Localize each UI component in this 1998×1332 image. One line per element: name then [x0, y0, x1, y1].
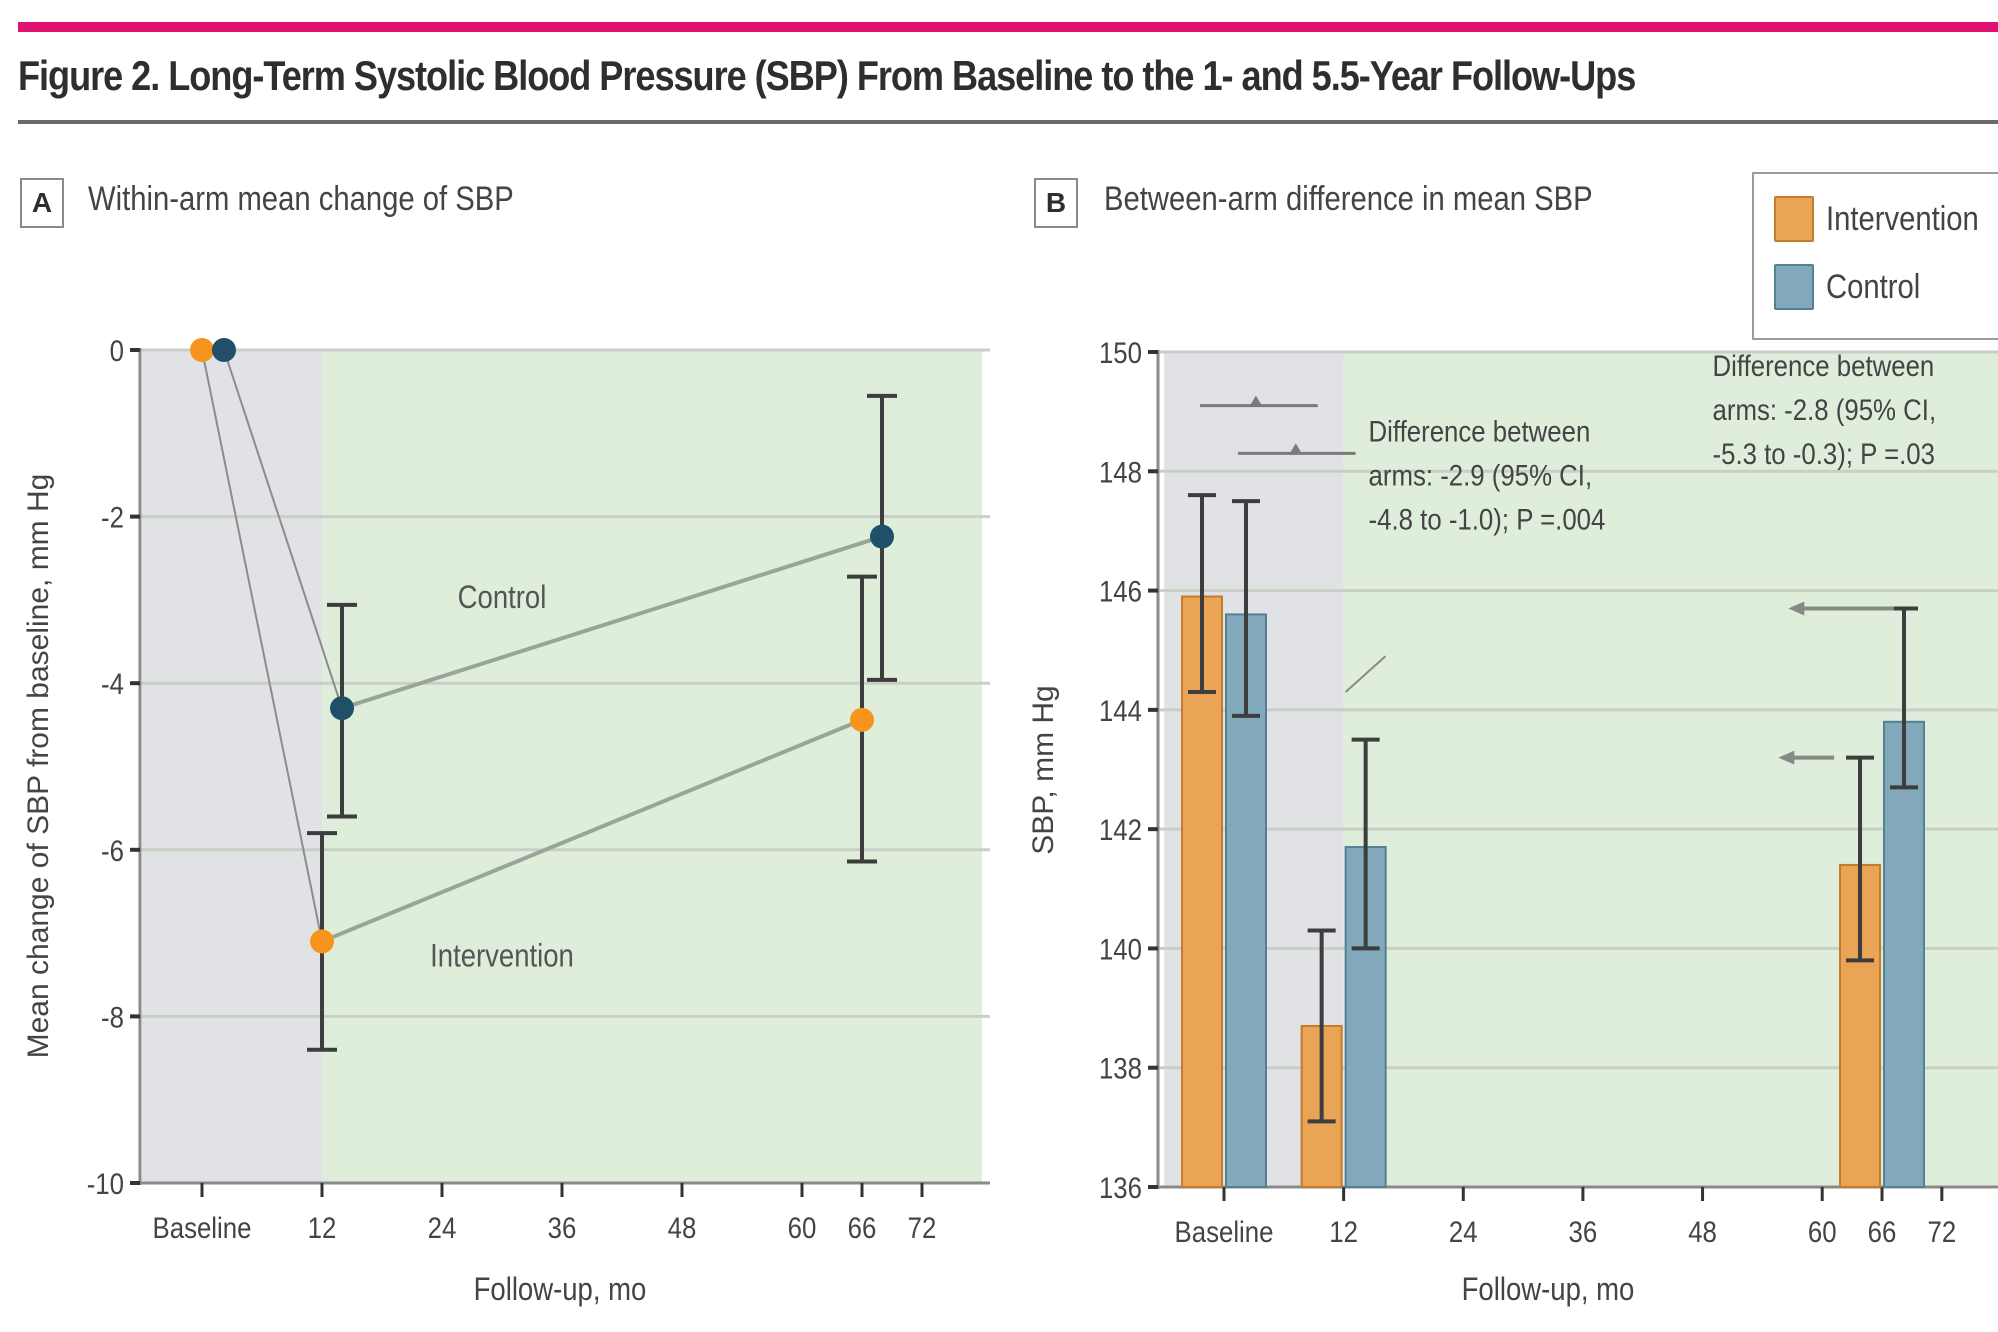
- intervention-series-label: Intervention: [430, 939, 574, 974]
- panel-a-plot: 0 -2 -4 -6 -8 -10 Baseline 12 24 36 48 60 66 72 Follow…: [22, 334, 990, 1308]
- intervention-series-line: [201, 349, 323, 942]
- x-tick-label: 24: [1449, 1215, 1478, 1248]
- x-tick-label: 12: [1329, 1215, 1358, 1248]
- difference-annotation-line: arms: -2.8 (95% CI,: [1713, 393, 1937, 426]
- difference-annotation-line: arms: -2.9 (95% CI,: [1369, 459, 1593, 492]
- intervention-data-point: [310, 929, 334, 954]
- legend-label-control: Control: [1826, 267, 1921, 306]
- y-tick-label: 144: [1099, 694, 1142, 727]
- intervention-data-point: [850, 707, 874, 732]
- intervention-series-line: [321, 718, 863, 944]
- legend-label-intervention: Intervention: [1826, 199, 1979, 238]
- x-axis-title: Follow-up, mo: [1462, 1272, 1635, 1307]
- difference-annotation-line: -5.3 to -0.3); P =.03: [1713, 437, 1935, 470]
- annotation-arrow-head: [1788, 601, 1805, 616]
- panel-b-title: Between-arm difference in mean SBP: [1104, 180, 1593, 218]
- control-series-line: [341, 534, 883, 711]
- follow-up-period-shade: [322, 350, 982, 1183]
- y-tick-label: -8: [101, 1001, 124, 1034]
- x-tick-label: 48: [668, 1211, 697, 1244]
- y-tick-label: -6: [101, 834, 124, 867]
- control-data-point: [212, 338, 236, 362]
- x-tick-label: 66: [848, 1211, 877, 1244]
- x-tick-label: 60: [1808, 1215, 1837, 1248]
- x-axis-title: Follow-up, mo: [474, 1272, 647, 1307]
- panel-a-letter: A: [20, 178, 64, 228]
- x-tick-label: Baseline: [153, 1211, 252, 1244]
- x-tick-label: Baseline: [1175, 1215, 1274, 1248]
- y-tick-label: -10: [87, 1167, 124, 1200]
- y-tick-label: 142: [1099, 813, 1142, 846]
- baseline-period-shade: [142, 350, 322, 1183]
- annotation-arrow-head: [1778, 750, 1795, 765]
- x-tick-label: 36: [1569, 1215, 1598, 1248]
- y-axis-title: Mean change of SBP from baseline, mm Hg: [22, 474, 55, 1059]
- panel-b-letter: B: [1034, 178, 1078, 228]
- y-tick-label: 146: [1099, 575, 1142, 608]
- y-tick-label: 0: [110, 334, 124, 367]
- legend-swatch-control: [1774, 264, 1814, 310]
- x-tick-label: 60: [788, 1211, 817, 1244]
- x-tick-label: 24: [428, 1211, 457, 1244]
- comparison-bracket-marker: [1249, 395, 1262, 406]
- legend-item-control: Control: [1774, 264, 1936, 310]
- legend: Intervention Control: [1752, 172, 1998, 340]
- difference-annotation-line: Difference between: [1369, 415, 1591, 448]
- figure-title: Figure 2. Long-Term Systolic Blood Press…: [18, 52, 1636, 99]
- comparison-bracket-marker: [1289, 443, 1302, 454]
- y-tick-label: 150: [1099, 336, 1142, 369]
- difference-annotation-line: Difference between: [1713, 349, 1935, 382]
- control-data-point: [870, 524, 894, 549]
- panel-b-plot: 136 138 140 142 144 146 148 150 Baseline 12 24 36 48…: [1027, 336, 1998, 1308]
- x-tick-label: 48: [1688, 1215, 1717, 1248]
- intervention-data-point: [190, 338, 214, 362]
- control-series-label: Control: [458, 580, 547, 615]
- control-series-line: [223, 349, 343, 709]
- x-tick-label: 36: [548, 1211, 577, 1244]
- title-divider: [18, 120, 1998, 124]
- x-tick-label: 12: [308, 1211, 337, 1244]
- control-data-point: [330, 696, 354, 721]
- y-tick-label: 140: [1099, 933, 1142, 966]
- y-tick-label: -2: [101, 501, 124, 534]
- difference-annotation-line: -4.8 to -1.0); P =.004: [1369, 503, 1606, 536]
- control-bar: [1883, 720, 1926, 1188]
- y-tick-label: 138: [1099, 1052, 1142, 1085]
- x-tick-label: 72: [908, 1211, 937, 1244]
- x-tick-label: 72: [1927, 1215, 1956, 1248]
- intervention-bar: [1181, 595, 1223, 1188]
- annotation-leader-line: [1344, 655, 1387, 693]
- legend-item-intervention: Intervention: [1774, 196, 1998, 242]
- y-tick-label: 136: [1099, 1171, 1142, 1204]
- y-tick-label: -4: [101, 667, 124, 700]
- legend-swatch-intervention: [1774, 196, 1814, 242]
- x-tick-label: 66: [1868, 1215, 1897, 1248]
- y-axis-title: SBP, mm Hg: [1027, 685, 1060, 855]
- panel-a-title: Within-arm mean change of SBP: [88, 180, 514, 218]
- top-accent-rule: [18, 22, 1998, 32]
- y-tick-label: 148: [1099, 455, 1142, 488]
